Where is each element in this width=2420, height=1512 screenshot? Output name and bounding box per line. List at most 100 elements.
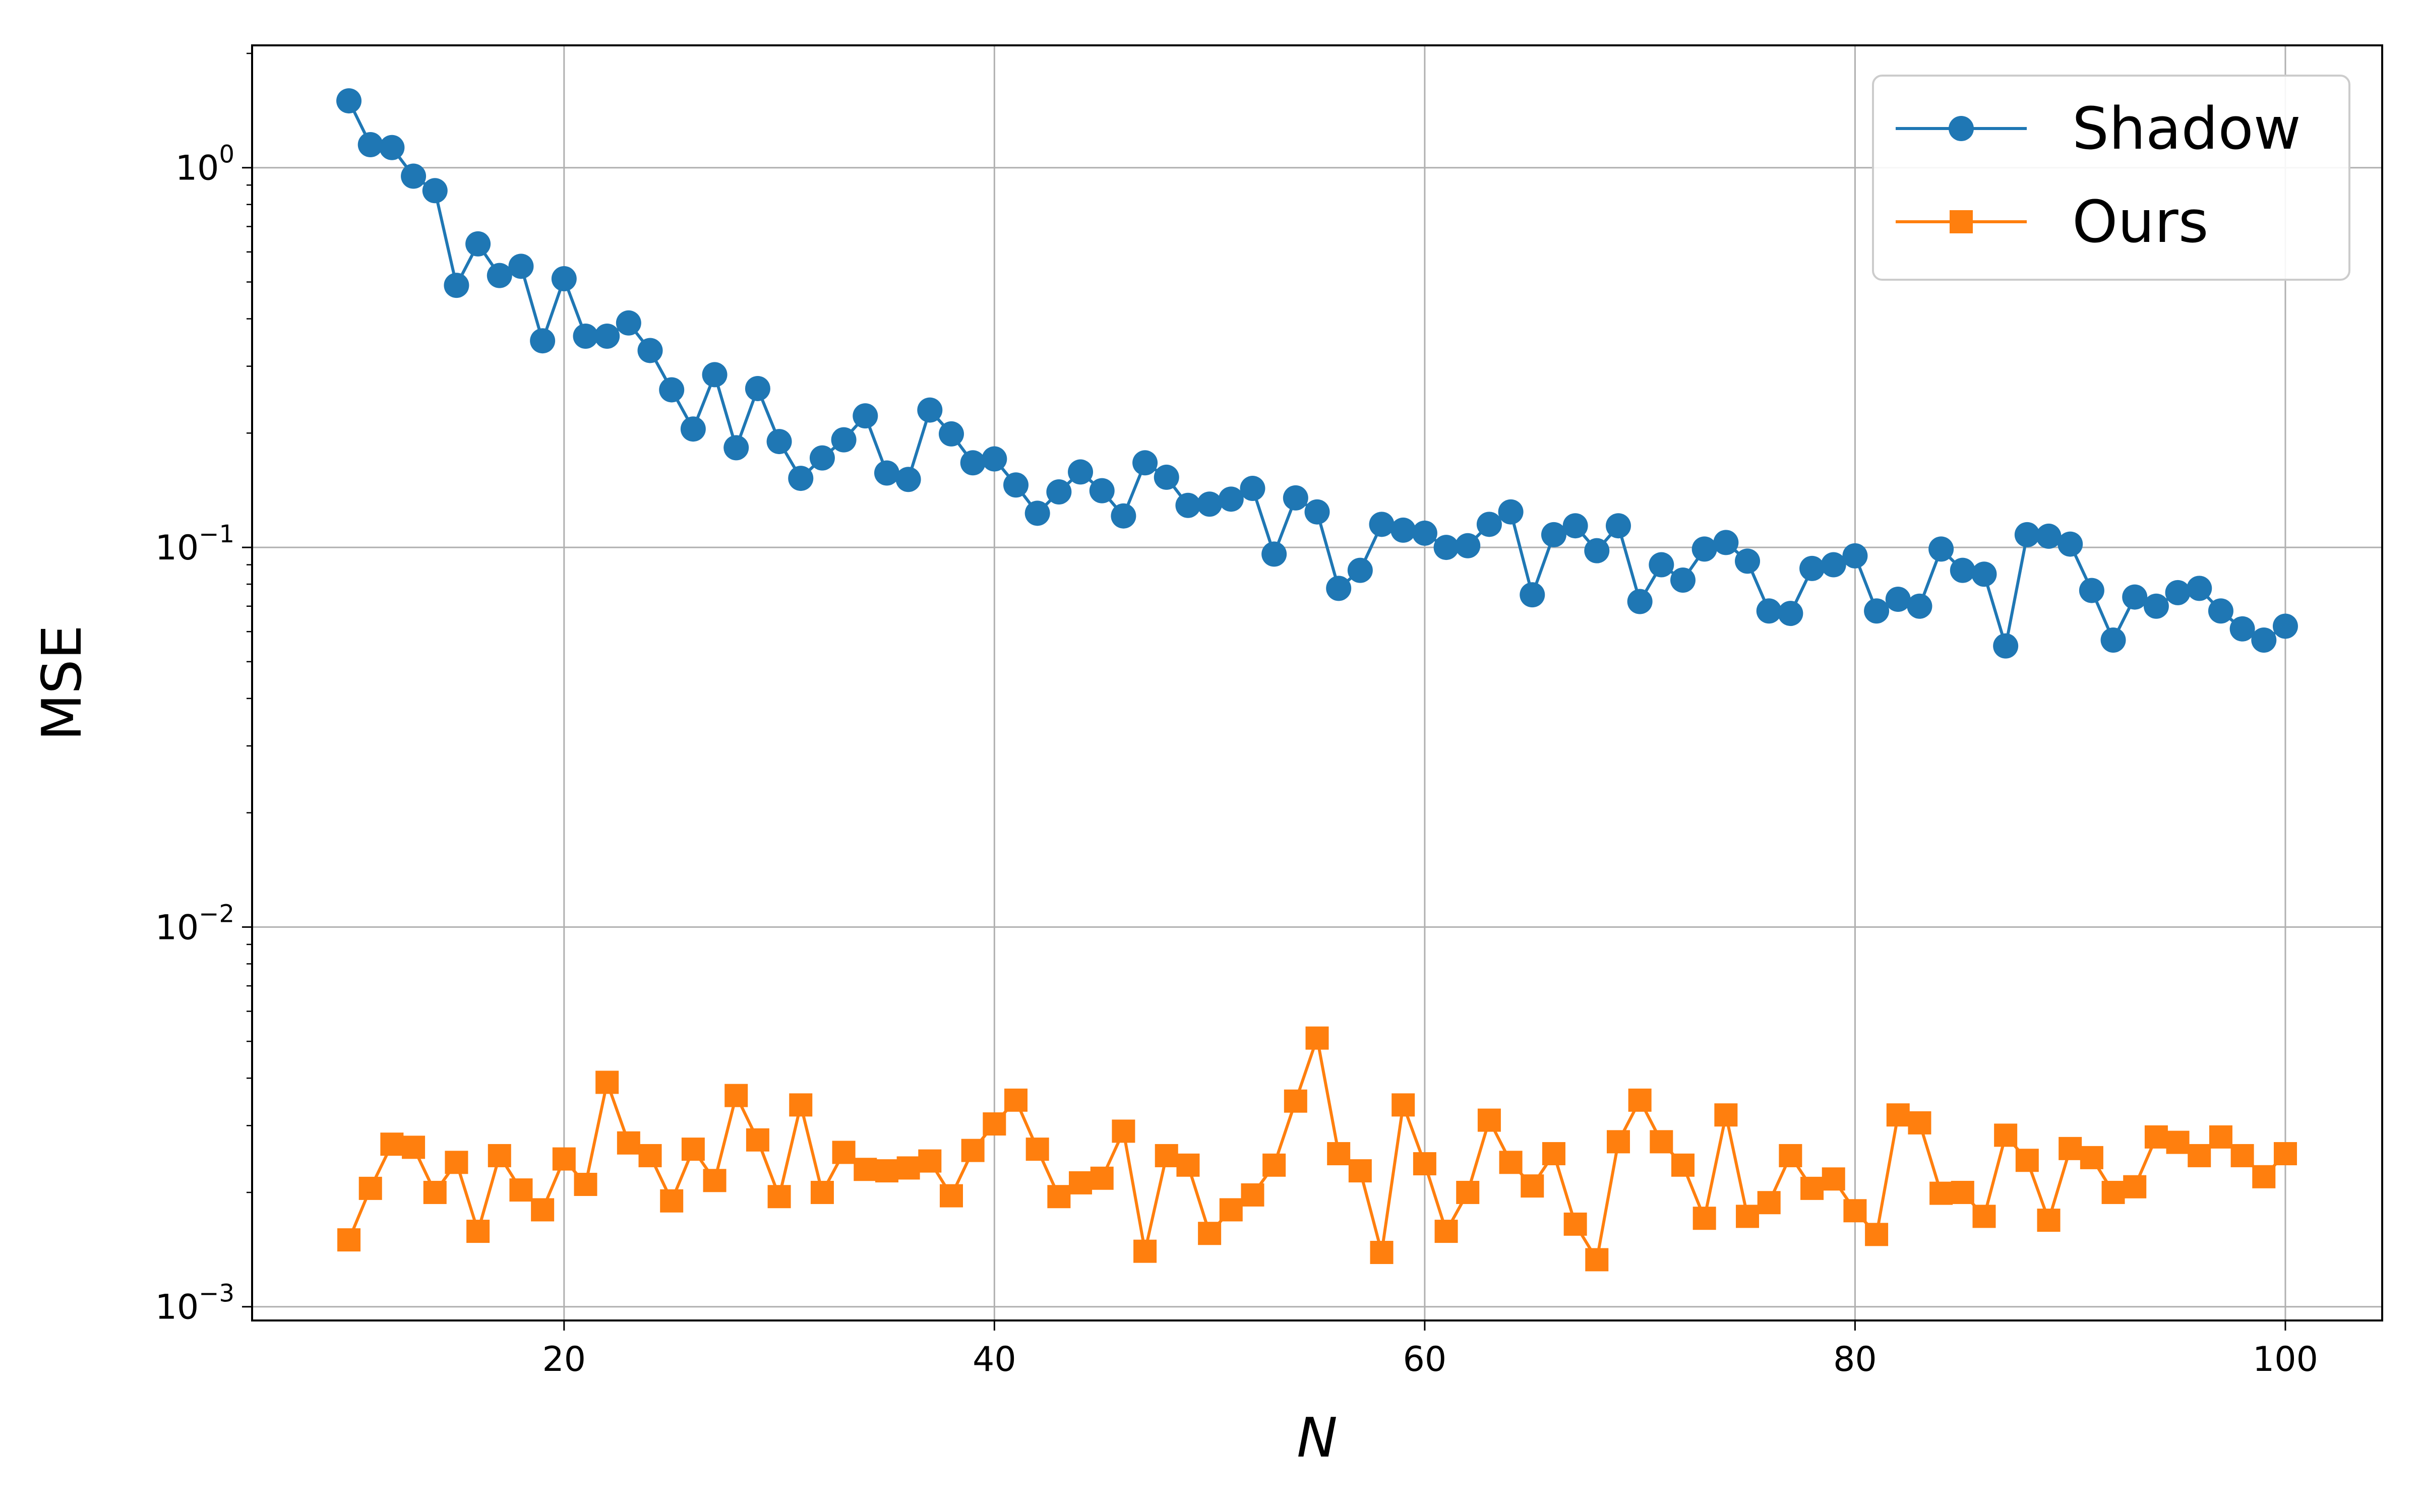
shadow-point [1089,478,1115,503]
shadow-point [357,132,383,158]
legend-frame [1872,75,2350,281]
legend-shadow-label: Shadow [2072,95,2301,163]
ours-point [1176,1153,1200,1177]
ours-point [1929,1181,1953,1205]
shadow-point [2014,522,2040,547]
shadow-point [874,460,899,486]
ours-point [2059,1137,2082,1160]
ours-point [918,1149,942,1173]
shadow-point [938,421,964,447]
shadow-point [895,467,921,492]
ours-point [423,1180,447,1204]
shadow-point [659,377,685,403]
shadow-point [573,323,598,349]
shadow-point [508,254,534,279]
ours-point [1456,1180,1480,1204]
shadow-point [336,88,362,114]
legend-shadow-marker [1949,116,1974,141]
shadow-point [766,429,792,455]
shadow-point [1842,543,1868,569]
legend-ours-label: Ours [2072,188,2209,256]
shadow-point [401,163,427,189]
shadow-point [1907,593,1932,619]
ours-point [1800,1176,1824,1200]
ours-point [1692,1207,1716,1230]
shadow-point [1864,598,1890,624]
ours-point [1112,1119,1135,1143]
shadow-point [745,375,770,401]
y-axis-title: MSE [31,625,94,741]
ours-point [337,1228,361,1252]
shadow-point [2036,523,2062,549]
ours-point [1521,1174,1544,1198]
shadow-point [1885,587,1911,612]
ours-point [1757,1191,1781,1215]
ours-point [2037,1209,2061,1232]
series-shadow [336,88,2298,659]
shadow-point [1175,492,1201,518]
shadow-point [616,310,641,336]
shadow-point [1928,536,1954,562]
plot-frame [251,44,2383,1321]
ours-point [939,1184,963,1208]
shadow-point [2100,627,2126,653]
ours-point [1198,1222,1222,1245]
shadow-point [1283,485,1308,511]
shadow-point [637,338,663,363]
shadow-point [2165,580,2191,605]
shadow-point [530,328,556,354]
shadow-point [1369,512,1395,537]
ours-point [1133,1239,1157,1263]
ours-point [875,1159,898,1183]
shadow-point [1691,536,1717,562]
shadow-point [788,466,814,491]
shadow-point [551,266,577,292]
ours-point [2166,1130,2190,1154]
ours-point [961,1139,985,1162]
ours-point [509,1178,533,1202]
shadow-point [1326,576,1352,601]
ours-point [358,1176,382,1200]
ours-point [660,1189,684,1213]
ours-point [1994,1123,2018,1147]
ours-point [2144,1125,2168,1149]
shadow-point [1605,513,1631,539]
shadow-point [1003,472,1029,498]
shadow-point [1950,557,1975,583]
ours-point [1779,1144,1802,1167]
ours-point [1886,1103,1910,1127]
x-tick-label: 40 [973,1340,1016,1379]
shadow-point [2187,576,2212,601]
shadow-point [1713,530,1739,555]
series-ours [337,1026,2297,1272]
shadow-point [1520,582,1545,608]
x-tick-label: 100 [2253,1340,2318,1379]
ours-point [638,1144,662,1167]
x-axis-title: N [1297,1407,1338,1470]
shadow-point [1046,479,1072,505]
ours-point [1004,1088,1028,1112]
shadow-point [1154,464,1179,490]
shadow-point [2251,627,2277,653]
shadow-point [1541,522,1566,547]
shadow-point [1261,541,1287,567]
shadow-point [2208,598,2233,624]
ours-point [1714,1103,1738,1127]
shadow-point [1670,567,1696,593]
x-tick-label: 60 [1403,1340,1447,1379]
ours-point [1434,1220,1458,1243]
ours-point [2015,1149,2039,1172]
shadow-point [1024,500,1050,526]
shadow-point [809,445,835,471]
ours-point [2252,1165,2276,1188]
shadow-point [853,403,878,429]
ours-point [681,1138,705,1161]
shadow-point [1971,561,1997,587]
ours-point [703,1169,727,1192]
shadow-point [1498,499,1524,525]
legend: Shadow Ours [1872,75,2350,281]
ours-point [1972,1205,1996,1228]
shadow-point [723,435,749,461]
shadow-point [1455,533,1481,558]
ours-point [466,1220,490,1243]
